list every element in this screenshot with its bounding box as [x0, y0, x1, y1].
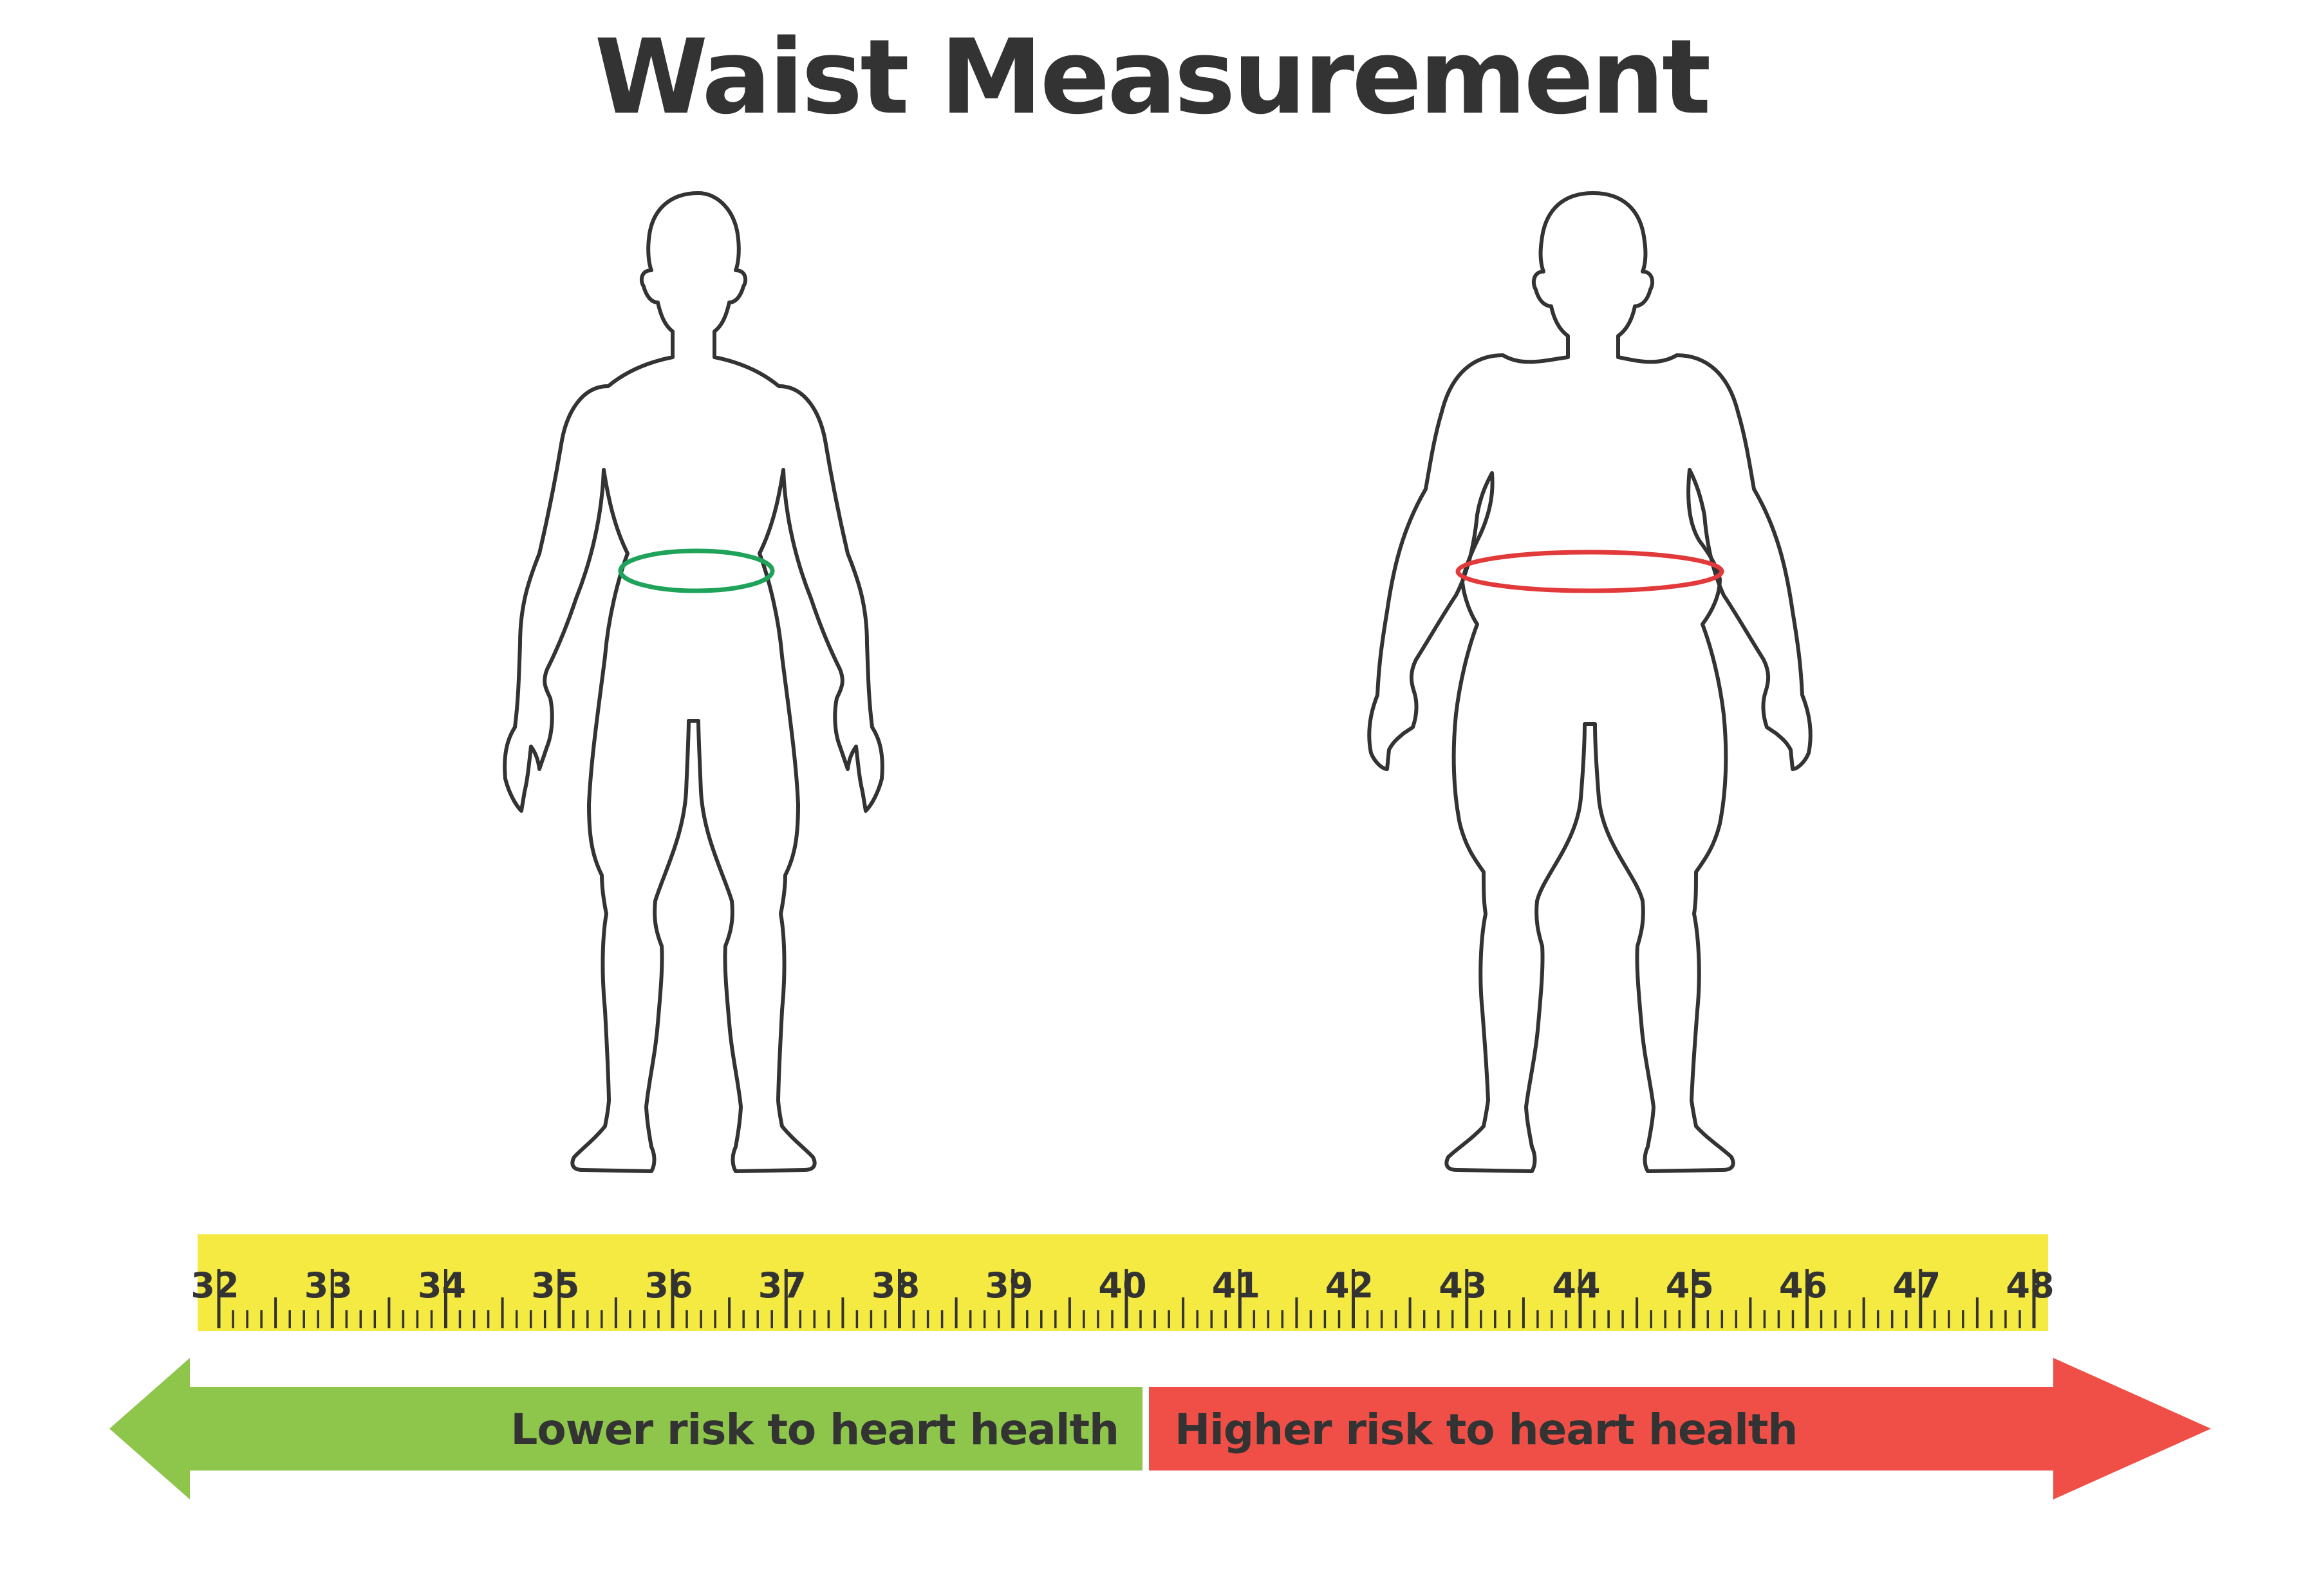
- lower-risk-label: Lower risk to heart health: [510, 1405, 1119, 1454]
- tape-background: [198, 1234, 2048, 1331]
- tape-label: 46: [1779, 1265, 1827, 1306]
- lower-risk-arrow-icon: [109, 1358, 1142, 1499]
- slim-body-icon: [503, 191, 884, 1173]
- obese-body-icon: [1367, 191, 1813, 1173]
- tape-label: 33: [304, 1265, 353, 1306]
- tape-label: 43: [1439, 1265, 1487, 1306]
- tape-label: 48: [2006, 1265, 2054, 1306]
- page-title: Waist Measurement: [595, 17, 1709, 137]
- tape-label: 42: [1325, 1265, 1374, 1306]
- tape-label: 40: [1098, 1265, 1146, 1306]
- tape-label: 38: [872, 1265, 920, 1306]
- tape-label: 45: [1666, 1265, 1714, 1306]
- tape-label: 47: [1892, 1265, 1941, 1306]
- higher-risk-label: Higher risk to heart health: [1175, 1405, 1797, 1454]
- waist-ring-large: [1455, 550, 1724, 593]
- higher-risk-arrow-icon: [1149, 1358, 2211, 1499]
- measuring-tape-ruler: 32 33 34 35 36 37 38 39 40 41 42 43 44 45 46 47 48: [191, 1234, 2055, 1331]
- risk-arrows: Lower risk to heart health Higher risk t…: [109, 1358, 2211, 1499]
- waist-ring-normal: [618, 548, 775, 593]
- tape-labels: 32 33 34 35 36 37 38 39 40 41 42 43 44 45 46 47 48: [191, 1265, 2054, 1306]
- tape-label: 44: [1552, 1265, 1600, 1306]
- tape-label: 32: [191, 1265, 239, 1306]
- tape-label: 37: [758, 1265, 807, 1306]
- tape-ticks: [217, 1269, 2036, 1328]
- tape-label: 35: [531, 1265, 579, 1306]
- tape-label: 36: [644, 1265, 693, 1306]
- tape-label: 41: [1212, 1265, 1260, 1306]
- tape-label: 39: [985, 1265, 1033, 1306]
- tape-label: 34: [418, 1265, 466, 1306]
